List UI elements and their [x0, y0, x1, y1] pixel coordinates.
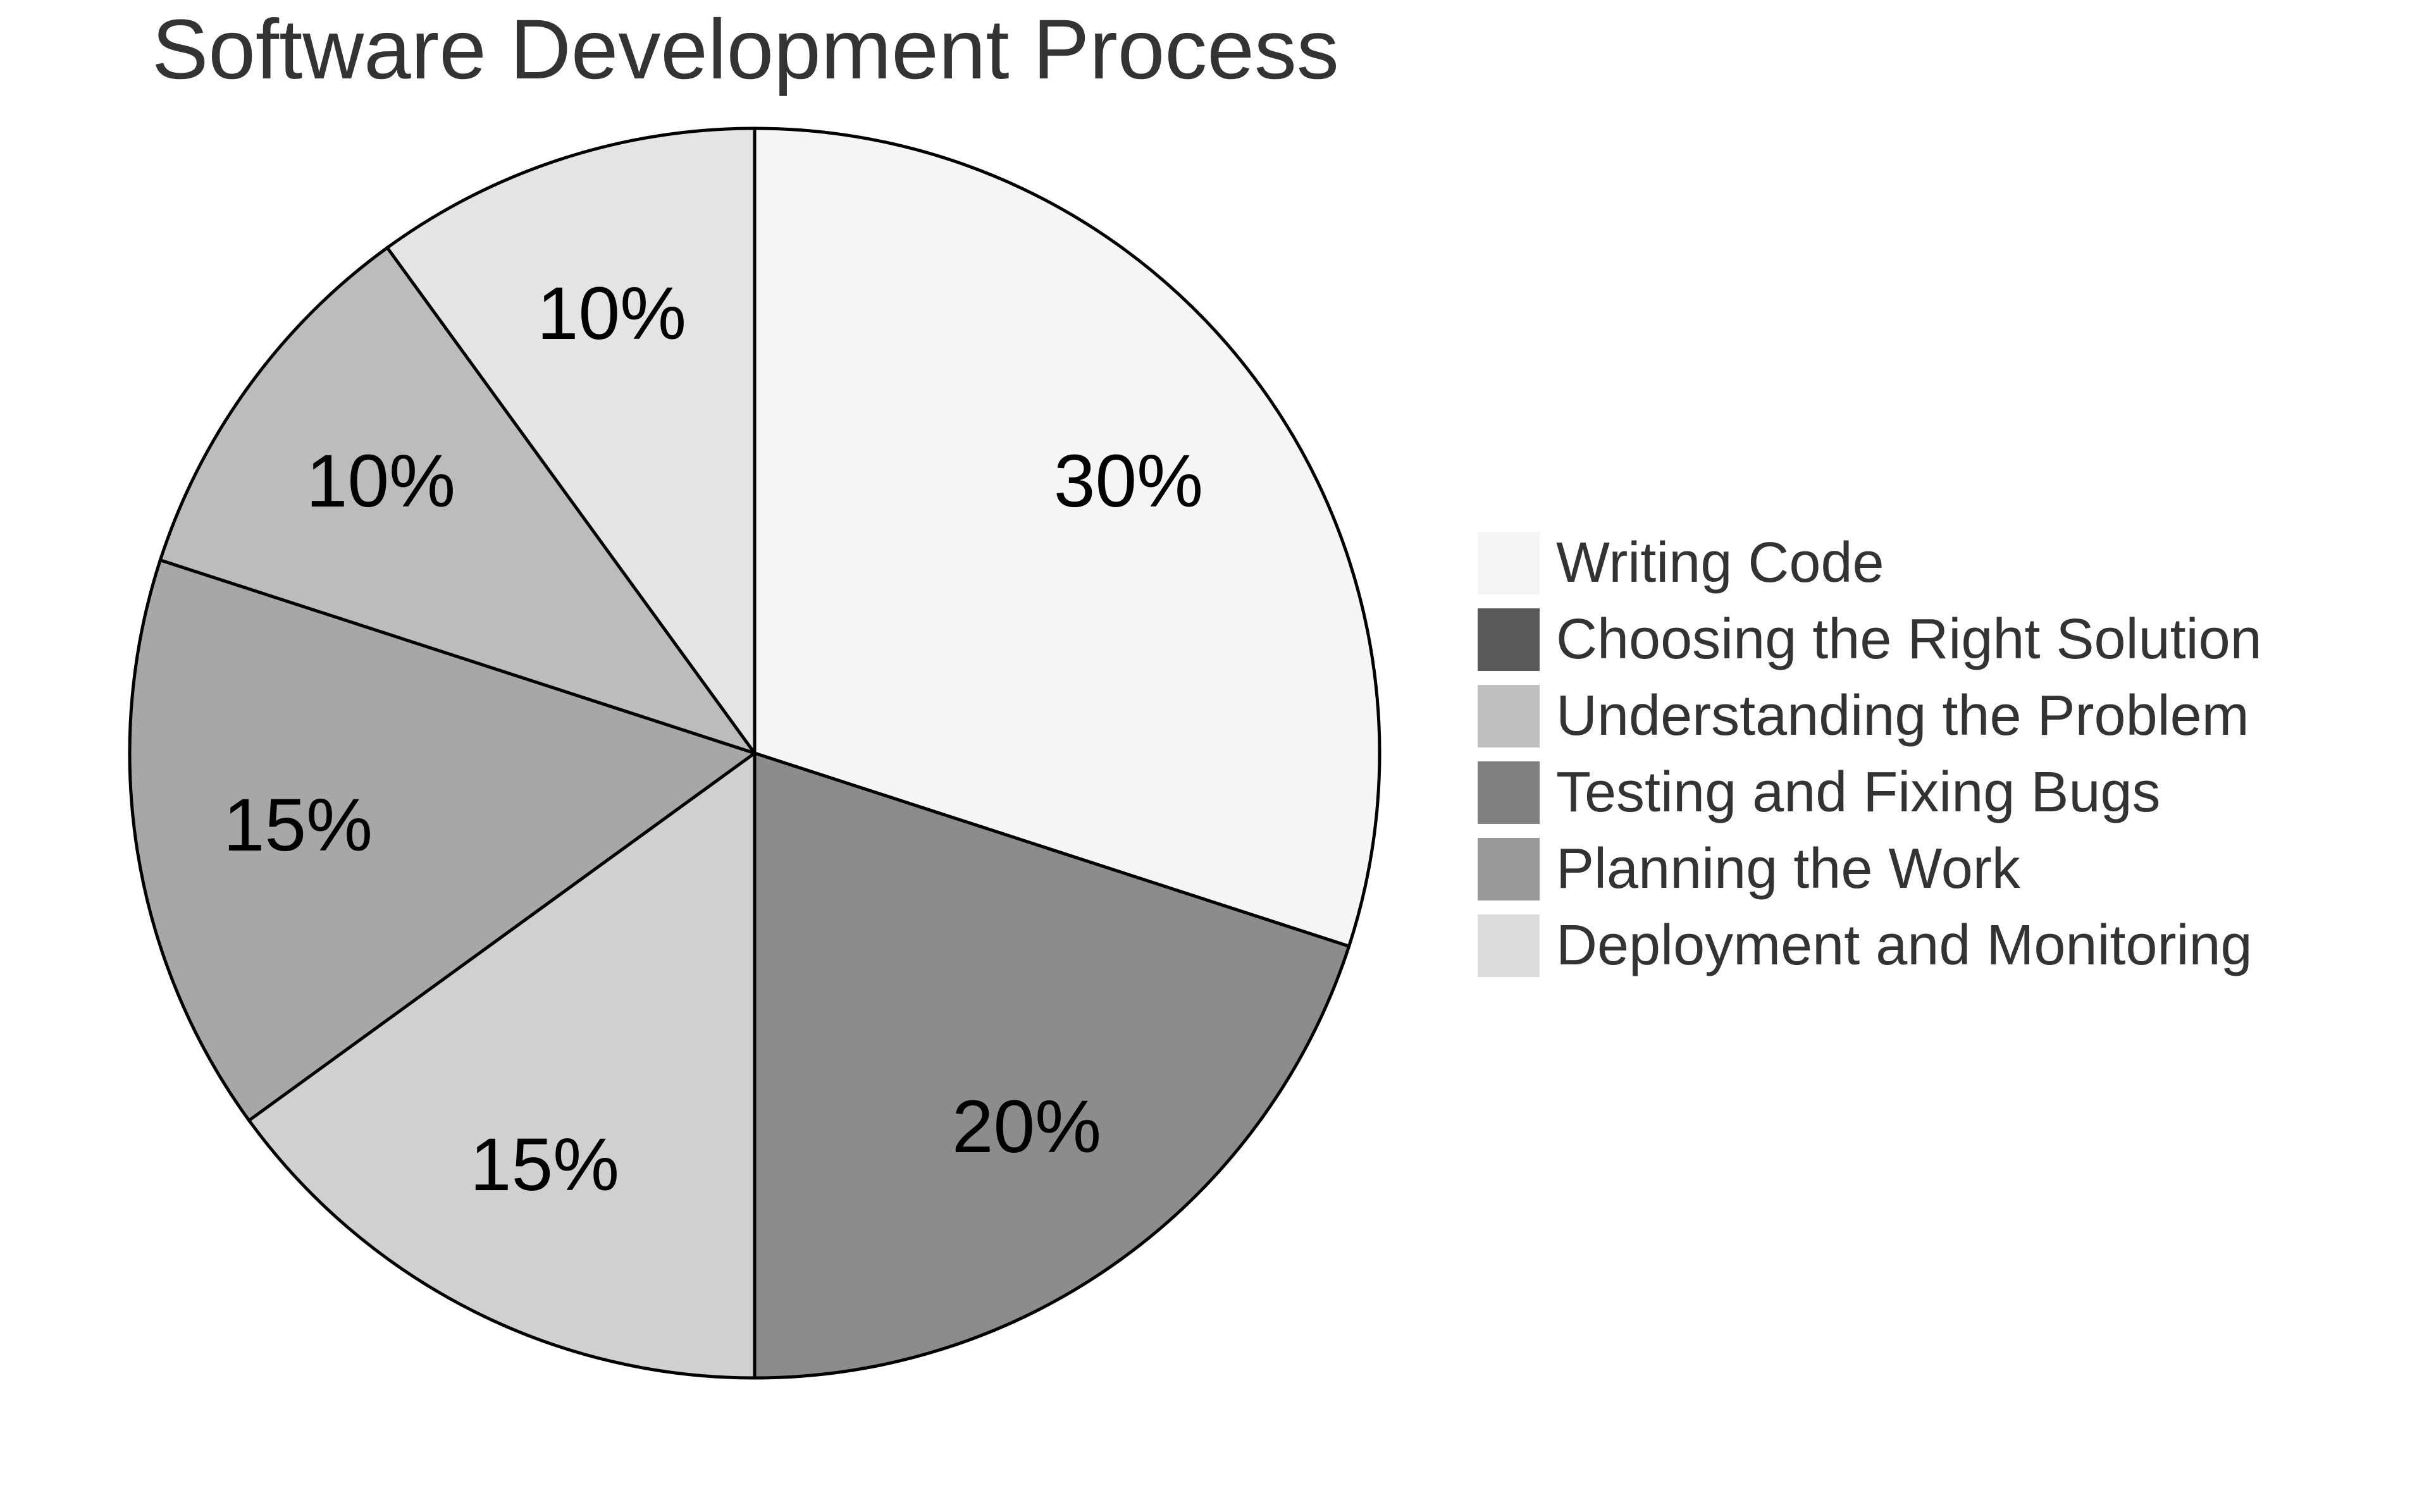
svg-text:30%: 30% — [1054, 439, 1203, 523]
svg-text:15%: 15% — [223, 784, 373, 867]
svg-text:Deployment and Monitoring: Deployment and Monitoring — [1556, 914, 2253, 977]
svg-text:10%: 10% — [306, 439, 455, 523]
svg-text:Choosing the Right Solution: Choosing the Right Solution — [1556, 608, 2262, 671]
svg-text:Writing Code: Writing Code — [1556, 531, 1884, 594]
svg-text:Understanding the Problem: Understanding the Problem — [1556, 684, 2249, 747]
svg-text:20%: 20% — [952, 1085, 1101, 1169]
svg-text:Testing and Fixing Bugs: Testing and Fixing Bugs — [1556, 761, 2161, 824]
svg-text:Planning the Work: Planning the Work — [1556, 837, 2021, 900]
svg-text:10%: 10% — [537, 272, 686, 355]
svg-text:15%: 15% — [470, 1123, 619, 1207]
